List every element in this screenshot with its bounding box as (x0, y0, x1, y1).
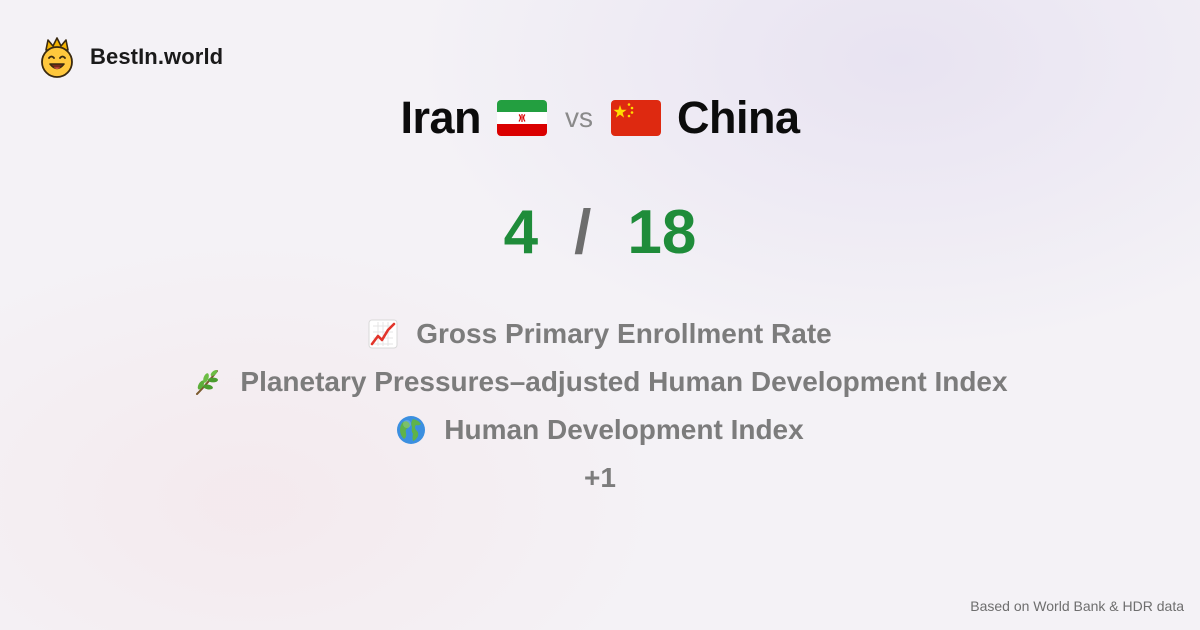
win-item: Gross Primary Enrollment Rate (368, 310, 832, 358)
crowned-smiley-icon (41, 37, 73, 78)
data-source-note: Based on World Bank & HDR data (970, 598, 1184, 614)
win-item: Human Development Index (396, 406, 804, 454)
score: 4 / 18 (0, 192, 1200, 272)
globe-icon (397, 416, 426, 444)
right-score: 18 (627, 197, 697, 267)
iran-flag-icon (497, 100, 547, 136)
vs-label: vs (565, 102, 593, 133)
matchup-header: Iran vs China (0, 88, 1200, 148)
win-label: Planetary Pressures–adjusted Human Devel… (240, 366, 1008, 397)
right-country-name: China (677, 92, 800, 143)
score-separator: / (574, 197, 592, 267)
china-flag-icon (611, 100, 661, 136)
left-score: 4 (503, 197, 539, 267)
herb-icon (196, 370, 219, 395)
brand-name: BestIn.world (90, 44, 224, 69)
wins-list: Gross Primary Enrollment Rate Planetary … (0, 310, 1200, 502)
brand[interactable]: BestIn.world (38, 36, 223, 78)
win-label: Gross Primary Enrollment Rate (416, 318, 832, 349)
win-item: Planetary Pressures–adjusted Human Devel… (192, 358, 1008, 406)
more-count: +1 (584, 462, 616, 493)
win-label: Human Development Index (444, 414, 804, 445)
left-country-name: Iran (400, 92, 481, 143)
chart-increasing-icon (368, 319, 398, 349)
